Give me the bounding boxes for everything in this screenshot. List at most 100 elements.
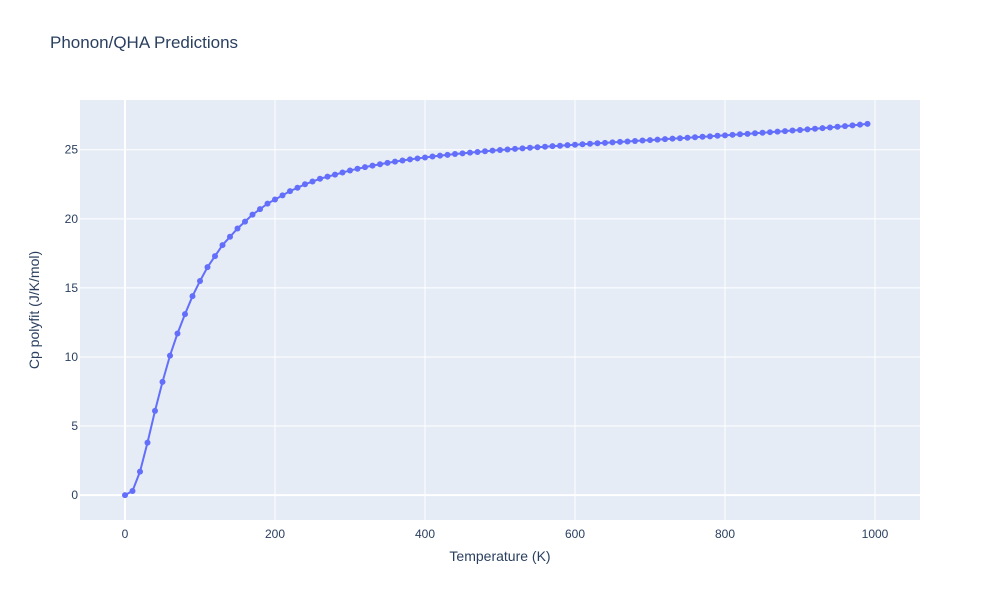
data-point <box>789 127 796 134</box>
data-point <box>819 125 826 132</box>
data-point <box>137 468 143 475</box>
data-point <box>159 378 166 385</box>
data-point <box>534 144 541 151</box>
y-axis-ticks: 0 5 10 15 20 25 <box>65 143 79 502</box>
data-point <box>617 138 623 145</box>
data-point <box>152 407 158 414</box>
data-point <box>407 156 413 163</box>
data-point <box>804 126 811 133</box>
data-point <box>714 132 721 139</box>
data-point <box>834 123 841 130</box>
data-point <box>677 135 683 142</box>
data-point <box>197 277 203 284</box>
data-point <box>212 253 218 260</box>
data-point <box>324 173 331 180</box>
data-point <box>542 143 548 150</box>
data-point <box>527 144 533 151</box>
y-tick-label: 0 <box>71 488 78 502</box>
data-point <box>242 218 248 225</box>
y-tick-label: 5 <box>71 419 78 433</box>
data-point <box>249 211 256 218</box>
data-point <box>744 130 751 137</box>
data-point <box>647 137 653 144</box>
data-point <box>452 151 458 158</box>
data-point <box>594 140 601 147</box>
data-point <box>827 124 833 131</box>
data-point <box>362 164 368 171</box>
data-point <box>182 311 188 318</box>
data-point <box>264 200 271 207</box>
data-point <box>639 137 646 144</box>
x-axis-title: Temperature (K) <box>449 548 550 564</box>
data-point <box>332 171 338 178</box>
data-point <box>549 143 556 150</box>
data-point <box>707 133 713 140</box>
data-point <box>189 293 196 300</box>
data-point <box>174 330 181 337</box>
data-point <box>234 225 241 232</box>
data-point <box>309 178 316 185</box>
data-point <box>369 162 376 169</box>
data-point <box>414 155 421 162</box>
x-axis-ticks: 0 200 400 600 800 1000 <box>122 527 889 541</box>
data-point <box>204 264 211 271</box>
data-point <box>444 151 451 158</box>
data-point <box>557 142 563 149</box>
data-point <box>504 146 511 153</box>
data-point <box>654 136 661 143</box>
data-point <box>512 145 518 152</box>
data-point <box>257 206 263 213</box>
data-point <box>489 147 496 154</box>
data-point <box>122 492 128 499</box>
data-point <box>129 487 136 494</box>
x-tick-label: 800 <box>715 527 735 541</box>
data-point <box>797 126 803 133</box>
x-tick-label: 600 <box>565 527 585 541</box>
data-point <box>422 154 428 161</box>
data-point <box>384 159 391 166</box>
data-point <box>564 142 571 149</box>
data-point <box>219 242 226 249</box>
data-point <box>572 141 578 148</box>
data-point <box>497 147 503 154</box>
y-tick-label: 15 <box>65 281 79 295</box>
y-tick-label: 20 <box>65 212 79 226</box>
data-point <box>347 167 353 174</box>
data-point <box>287 188 293 195</box>
data-point <box>737 131 743 138</box>
data-point <box>474 148 481 155</box>
series-line <box>124 122 868 497</box>
data-point <box>812 125 818 132</box>
data-point <box>482 148 488 155</box>
x-tick-label: 1000 <box>862 527 889 541</box>
data-point <box>272 196 278 203</box>
y-tick-label: 10 <box>65 350 79 364</box>
x-tick-label: 0 <box>122 527 129 541</box>
data-point <box>684 134 691 141</box>
data-point <box>767 129 773 136</box>
data-point <box>519 145 526 152</box>
data-point <box>339 169 346 176</box>
y-axis-title: Cp polyfit (J/K/mol) <box>26 251 42 369</box>
data-point <box>632 138 638 145</box>
data-point <box>279 192 286 199</box>
data-point <box>587 140 593 147</box>
data-point <box>302 181 308 188</box>
data-point <box>864 120 871 127</box>
data-point <box>429 153 436 160</box>
x-tick-label: 200 <box>265 527 285 541</box>
grid-lines <box>80 100 920 520</box>
data-point <box>392 158 398 165</box>
data-point <box>752 130 758 137</box>
data-point <box>459 150 466 157</box>
data-point <box>167 352 173 359</box>
data-point <box>774 128 781 135</box>
data-point <box>699 133 706 140</box>
data-point <box>609 139 616 146</box>
data-point <box>144 439 151 446</box>
data-point <box>692 134 698 141</box>
x-tick-label: 400 <box>415 527 435 541</box>
data-point <box>669 135 676 142</box>
plot-area <box>80 100 920 520</box>
